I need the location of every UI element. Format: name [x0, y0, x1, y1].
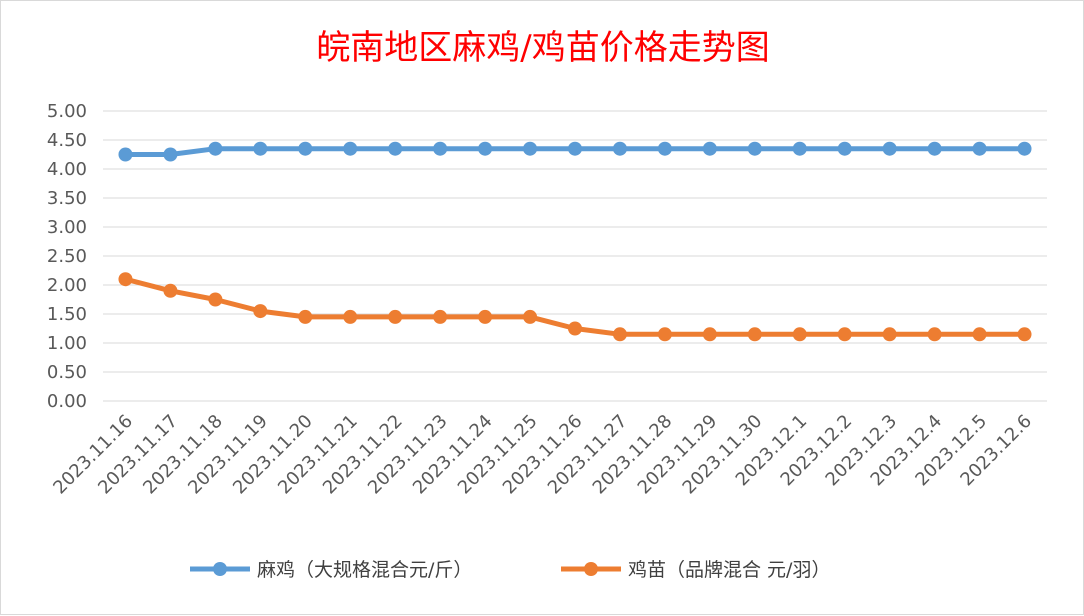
data-point	[972, 327, 987, 342]
data-point	[253, 141, 268, 156]
data-point	[747, 327, 762, 342]
data-point	[882, 327, 897, 342]
data-point	[523, 141, 538, 156]
y-tick-label: 1.00	[47, 333, 87, 354]
data-point	[702, 327, 717, 342]
data-point	[388, 309, 403, 324]
data-point	[163, 283, 178, 298]
data-point	[747, 141, 762, 156]
legend-label-1: 鸡苗（品牌混合 元/羽）	[628, 559, 830, 581]
data-point	[523, 309, 538, 324]
data-point	[792, 327, 807, 342]
data-point	[478, 141, 493, 156]
data-point	[568, 321, 582, 336]
data-point	[1017, 327, 1032, 342]
y-tick-label: 2.50	[47, 246, 87, 267]
y-tick-label: 0.50	[47, 362, 87, 383]
legend-swatch-marker-1	[584, 562, 598, 576]
data-point	[882, 141, 897, 156]
y-tick-label: 0.00	[47, 391, 87, 412]
data-point	[972, 141, 987, 156]
data-point	[298, 309, 313, 324]
y-tick-label: 5.00	[47, 101, 87, 122]
data-point	[208, 141, 223, 156]
data-point	[343, 309, 358, 324]
data-point	[433, 141, 448, 156]
data-point	[612, 141, 627, 156]
legend-swatch-marker-0	[213, 562, 227, 576]
data-point	[343, 141, 358, 156]
data-point	[433, 309, 448, 324]
chart-title: 皖南地区麻鸡/鸡苗价格走势图	[316, 28, 769, 68]
data-point	[298, 141, 313, 156]
y-tick-label: 3.50	[47, 188, 87, 209]
legend-label-0: 麻鸡（大规格混合元/斤）	[257, 559, 472, 581]
data-point	[612, 327, 627, 342]
y-tick-label: 4.00	[47, 159, 87, 180]
y-tick-label: 4.50	[47, 130, 87, 151]
data-point	[568, 141, 582, 156]
data-point	[208, 292, 223, 307]
x-axis-ticks: 2023.11.162023.11.172023.11.182023.11.19…	[49, 411, 1036, 499]
data-point	[253, 304, 268, 319]
data-point	[927, 141, 942, 156]
data-point	[118, 147, 133, 162]
series-1	[118, 272, 1032, 342]
data-point	[1017, 141, 1032, 156]
data-point	[118, 272, 133, 287]
y-tick-label: 3.00	[47, 217, 87, 238]
data-point	[927, 327, 942, 342]
data-point	[388, 141, 403, 156]
series-layer	[118, 141, 1032, 342]
series-0	[118, 141, 1032, 162]
data-point	[163, 147, 178, 162]
data-point	[657, 141, 672, 156]
data-point	[657, 327, 672, 342]
y-tick-label: 1.50	[47, 304, 87, 325]
y-axis-ticks: 0.00 0.50 1.00 1.50 2.00 2.50 3.00 3.50 4.00 4.50…	[47, 101, 87, 412]
data-point	[792, 141, 807, 156]
legend: 麻鸡（大规格混合元/斤） 鸡苗（品牌混合 元/羽）	[190, 559, 830, 581]
gridlines	[103, 110, 1047, 402]
data-point	[702, 141, 717, 156]
y-tick-label: 2.00	[47, 275, 87, 296]
data-point	[837, 141, 852, 156]
data-point	[837, 327, 852, 342]
data-point	[478, 309, 493, 324]
